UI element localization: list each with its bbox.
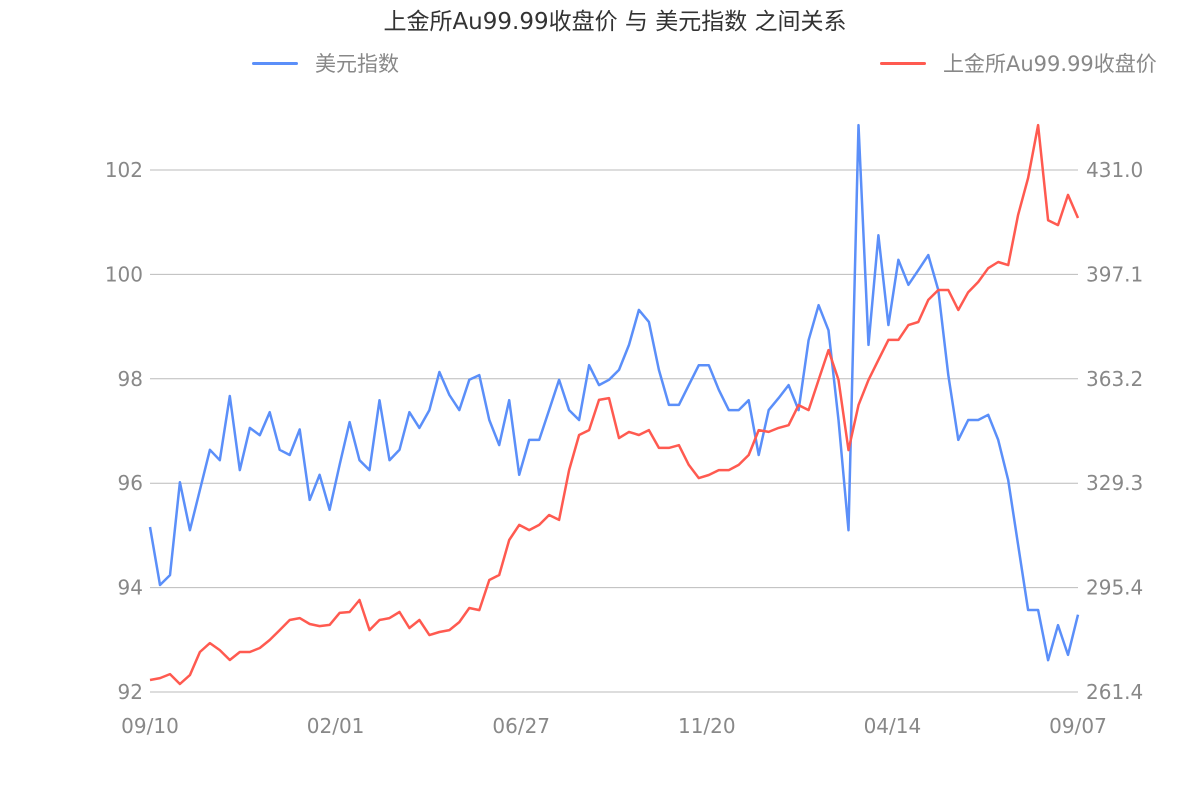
left-axis-tick-label: 92 [118, 680, 143, 704]
left-axis-tick-label: 100 [105, 262, 143, 286]
x-axis-tick-label: 06/27 [492, 714, 550, 738]
left-axis-tick-label: 102 [105, 158, 143, 182]
left-axis-tick-label: 94 [118, 576, 143, 600]
legend-swatch-red [880, 61, 926, 65]
x-axis-tick-label: 04/14 [864, 714, 922, 738]
x-axis-tick-label: 09/07 [1049, 714, 1107, 738]
legend-item-usd-index[interactable]: 美元指数 [252, 48, 399, 78]
right-axis-tick-label: 261.4 [1086, 680, 1143, 704]
left-axis-tick-label: 96 [118, 471, 143, 495]
legend-swatch-blue [252, 61, 298, 65]
x-axis-tick-label: 11/20 [678, 714, 736, 738]
gold-price-line [149, 123, 1080, 686]
right-axis-tick-label: 397.1 [1086, 262, 1143, 286]
right-axis-tick-label: 431.0 [1086, 158, 1143, 182]
chart-title: 上金所Au99.99收盘价 与 美元指数 之间关系 [383, 9, 847, 35]
right-axis-tick-label: 363.2 [1086, 367, 1143, 391]
left-axis-tick-label: 98 [118, 367, 143, 391]
right-axis-tick-label: 329.3 [1086, 471, 1143, 495]
x-axis-tick-label: 02/01 [307, 714, 365, 738]
usd-index-line [148, 123, 1080, 662]
legend-label: 美元指数 [315, 52, 399, 76]
right-axis-tick-label: 295.4 [1086, 576, 1143, 600]
legend-label: 上金所Au99.99收盘价 [943, 52, 1157, 76]
x-axis-tick-label: 09/10 [121, 714, 179, 738]
legend-item-gold-price[interactable]: 上金所Au99.99收盘价 [880, 48, 1157, 78]
